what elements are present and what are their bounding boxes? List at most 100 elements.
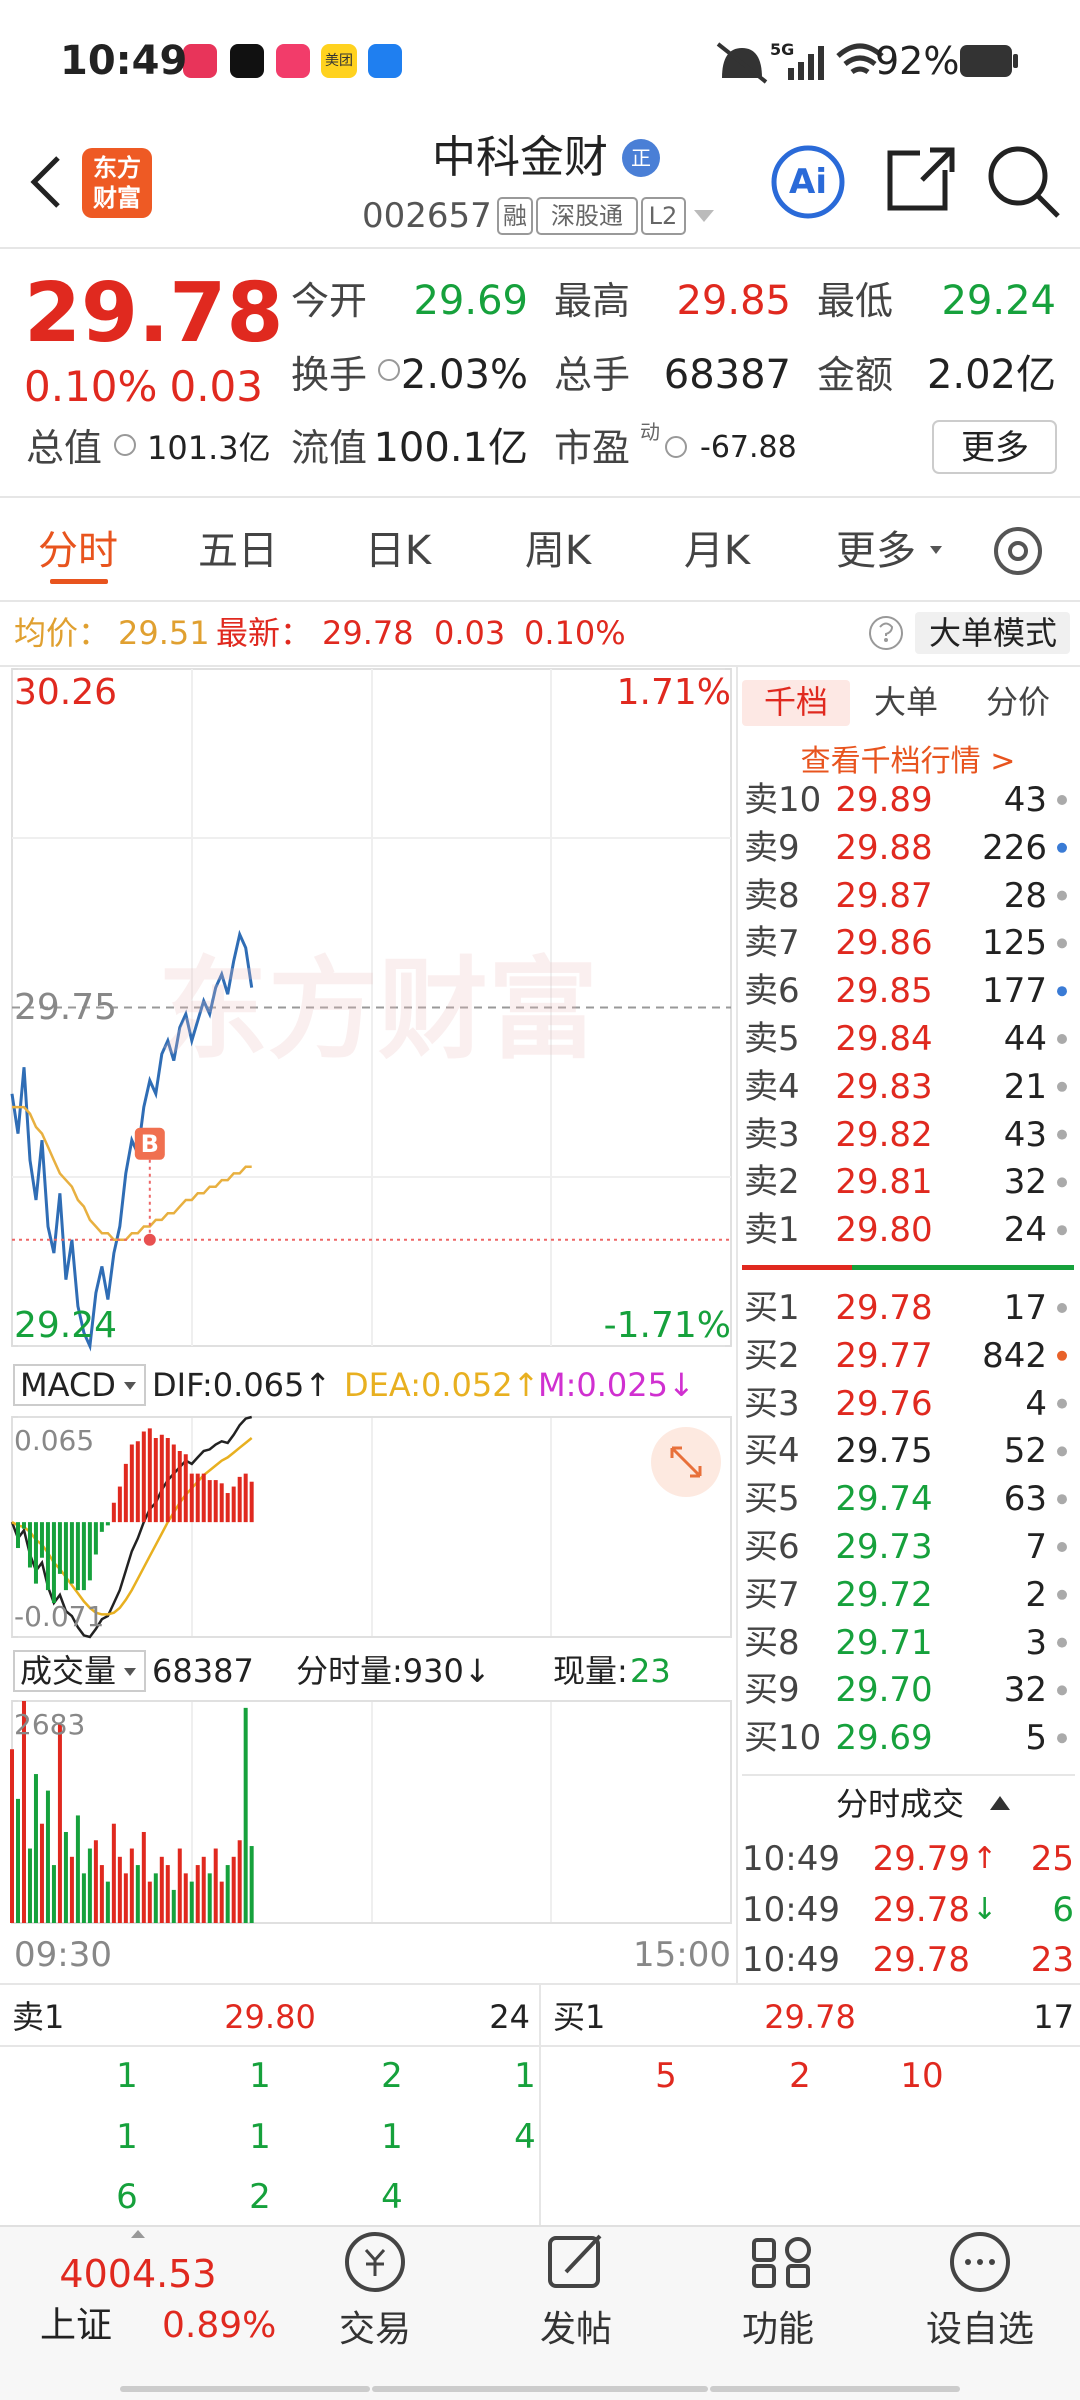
- depth-link[interactable]: 查看千档行情 >: [800, 744, 1016, 779]
- indicator-selector[interactable]: [13, 1650, 146, 1692]
- search-button[interactable]: [1036, 194, 1060, 218]
- indicator-title[interactable]: 成交量: [20, 1652, 117, 1690]
- trade-time: 10:49: [742, 1940, 840, 1980]
- settings-button[interactable]: [994, 527, 1042, 575]
- chart-frame: [11, 1416, 732, 1638]
- book-price: 29.71: [835, 1622, 933, 1663]
- book-volume: 21: [1003, 1066, 1047, 1107]
- watchlist-icon[interactable]: [950, 2232, 1010, 2292]
- book-dot: [1057, 1129, 1067, 1140]
- panel-tab[interactable]: 千档: [763, 683, 829, 721]
- app-icon: [276, 44, 310, 78]
- panel-tab[interactable]: 分价: [985, 683, 1051, 721]
- nav-item[interactable]: 发帖: [539, 2309, 613, 2350]
- queue-order: 1: [116, 2117, 138, 2157]
- tab[interactable]: 分时: [38, 528, 118, 574]
- back-button[interactable]: [30, 156, 60, 208]
- volume-bar: [111, 1823, 116, 1923]
- dropdown-arrow[interactable]: [124, 1382, 136, 1390]
- trade-direction: ↑: [972, 1841, 998, 1876]
- book-label: 买6: [744, 1527, 800, 1567]
- stock-tag: 深股通: [551, 202, 623, 230]
- expand-button[interactable]: [670, 1446, 702, 1478]
- change-amount: 0.03: [169, 362, 263, 411]
- queue-order: 1: [249, 2117, 271, 2157]
- book-dot: [1057, 1685, 1067, 1696]
- sort-arrow[interactable]: [990, 1796, 1010, 1810]
- index-name[interactable]: 上证: [40, 2305, 113, 2346]
- series-line: [11, 1437, 253, 1616]
- tab[interactable]: 周K: [524, 528, 592, 574]
- tab[interactable]: 月K: [683, 528, 751, 574]
- ai-button[interactable]: Ai: [789, 162, 827, 202]
- ai-button[interactable]: [771, 145, 845, 219]
- book-dot: [1057, 986, 1067, 997]
- trade-volume: 6: [1052, 1889, 1074, 1930]
- info-icon[interactable]: [114, 434, 136, 456]
- tab[interactable]: 更多: [836, 528, 916, 574]
- mode-button[interactable]: 大单模式: [928, 614, 1058, 652]
- help-button[interactable]: [884, 638, 888, 642]
- panel-tab[interactable]: 大单: [873, 683, 939, 721]
- tab[interactable]: 五日: [198, 528, 278, 574]
- search-button[interactable]: [988, 146, 1048, 206]
- more-button[interactable]: 更多: [961, 428, 1029, 468]
- settings-button[interactable]: [1008, 541, 1028, 561]
- help-button[interactable]: [869, 616, 903, 650]
- book-price: 29.72: [835, 1574, 933, 1615]
- more-button[interactable]: [932, 420, 1057, 474]
- post-icon[interactable]: [548, 2236, 600, 2288]
- mode-button[interactable]: [915, 612, 1070, 654]
- book-volume: 226: [982, 827, 1047, 868]
- marker-label: B: [140, 1129, 159, 1158]
- tag-box: [497, 197, 533, 235]
- trade-direction: ↓: [972, 1891, 998, 1927]
- trade-price: 29.78: [872, 1940, 970, 1980]
- info-icon[interactable]: [665, 436, 687, 458]
- nav-item[interactable]: 交易: [338, 2309, 412, 2350]
- book-volume: 52: [1003, 1431, 1047, 1472]
- change-percent: 0.10%: [24, 362, 158, 411]
- tab[interactable]: 日K: [364, 528, 432, 574]
- book-volume: 24: [1003, 1210, 1047, 1251]
- volume-bar: [237, 1840, 242, 1923]
- trade-time: 10:49: [742, 1889, 840, 1930]
- volume-bar: [27, 1848, 32, 1923]
- book-dot: [1057, 1398, 1067, 1409]
- index-value[interactable]: 4004.53: [59, 2252, 217, 2296]
- post-icon[interactable]: [564, 2234, 602, 2274]
- book-dot: [1057, 1177, 1067, 1188]
- indicator-title[interactable]: MACD: [20, 1366, 116, 1404]
- y-tick-label: -0.071: [14, 1600, 105, 1633]
- indicator-selector[interactable]: [13, 1364, 146, 1406]
- info-icon[interactable]: [378, 359, 400, 381]
- legend-entry: DIF:0.065↑: [152, 1366, 332, 1404]
- share-button[interactable]: [887, 147, 955, 211]
- volume-bar: [105, 1881, 110, 1923]
- book-dot: [1057, 795, 1067, 805]
- battery-level: 92%: [875, 39, 960, 83]
- field-value: 2.03%: [400, 352, 528, 398]
- nav-item[interactable]: 设自选: [925, 2309, 1035, 2350]
- nav-item[interactable]: 功能: [741, 2309, 815, 2350]
- trade-icon[interactable]: [345, 2232, 405, 2292]
- expand-arrow[interactable]: [131, 2230, 145, 2238]
- trades-title[interactable]: 分时成交: [835, 1785, 965, 1823]
- index-change[interactable]: 0.89%: [162, 2305, 277, 2346]
- book-volume: 2: [1025, 1574, 1047, 1615]
- book-price: 29.82: [835, 1114, 933, 1155]
- app-logo: [82, 148, 152, 218]
- dropdown-arrow[interactable]: [694, 210, 714, 222]
- trade-icon[interactable]: [364, 2248, 386, 2276]
- badge: [622, 139, 660, 177]
- signal-icon: [788, 46, 824, 80]
- help-button[interactable]: [879, 622, 894, 637]
- book-label: 卖8: [744, 875, 800, 916]
- watchlist-icon[interactable]: [965, 2259, 995, 2265]
- book-volume: 17: [1003, 1288, 1047, 1328]
- dropdown-arrow[interactable]: [930, 546, 942, 554]
- dropdown-arrow[interactable]: [124, 1668, 136, 1676]
- field-label: 换手: [291, 353, 368, 397]
- function-icon[interactable]: [752, 2237, 811, 2288]
